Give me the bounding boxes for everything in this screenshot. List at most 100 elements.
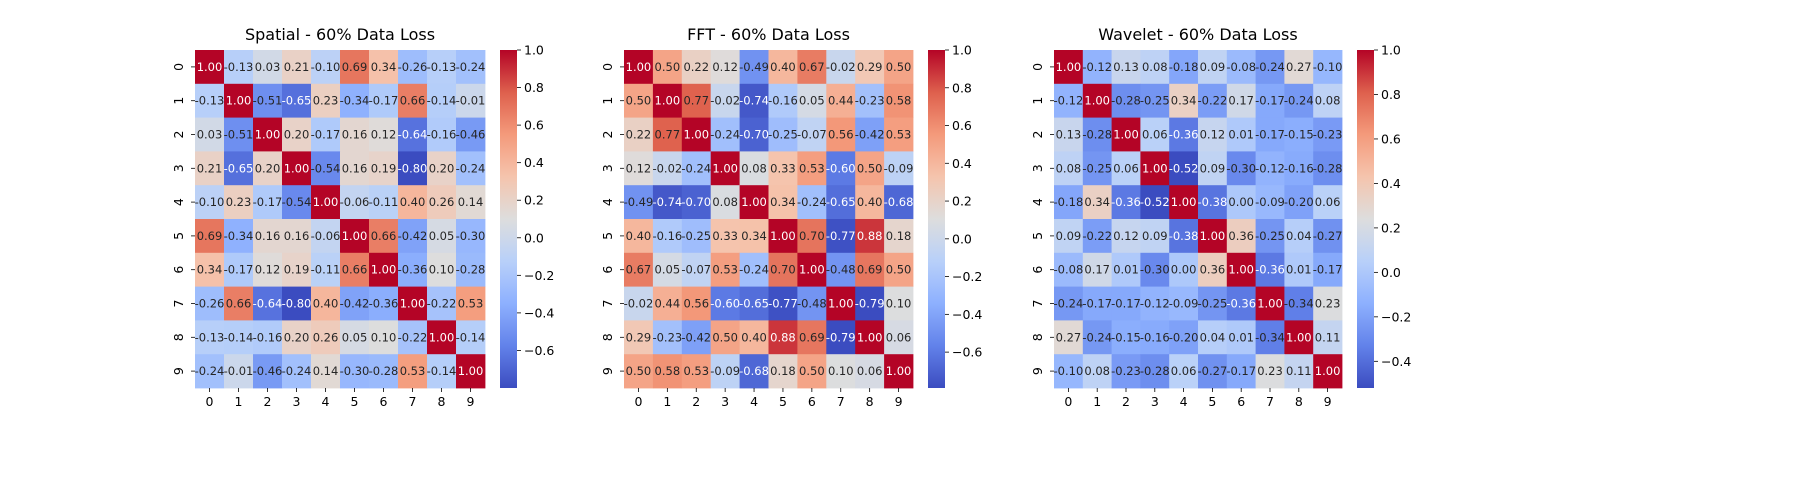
- cell-value-label: -0.22: [427, 297, 457, 311]
- cell-value-label: -0.42: [398, 229, 428, 243]
- colorbar-tick-label: 0.0: [1381, 265, 1401, 280]
- heatmap-cell: [340, 354, 370, 389]
- x-tick-label: 7: [837, 394, 845, 409]
- cell-value-label: 0.67: [626, 263, 652, 277]
- cell-value-label: 0.04: [1286, 229, 1312, 243]
- heatmap-cell: [1284, 252, 1314, 287]
- colorbar-tick-label: 0.0: [952, 231, 972, 246]
- cell-value-label: 0.40: [313, 297, 339, 311]
- heatmap-cell: [710, 286, 740, 321]
- cell-value-label: -0.80: [398, 161, 428, 175]
- heatmap-cell: [456, 83, 486, 118]
- heatmap-cell: [797, 185, 827, 220]
- heatmap-cell: [624, 50, 654, 85]
- cell-value-label: -0.49: [624, 195, 654, 209]
- heatmap-cell: [1169, 83, 1199, 118]
- heatmap-cell: [1054, 286, 1084, 321]
- y-tick-label: 7: [1030, 300, 1045, 308]
- heatmap-cell: [224, 252, 254, 287]
- y-tick-label: 8: [1030, 333, 1045, 341]
- cell-value-label: -0.09: [1255, 195, 1285, 209]
- cell-value-label: 1.00: [197, 60, 223, 74]
- heatmap-cell: [311, 185, 341, 220]
- cell-value-label: -0.14: [427, 94, 457, 108]
- heatmap-cell: [340, 252, 370, 287]
- cell-value-label: 0.08: [712, 195, 738, 209]
- heatmap-cell: [624, 320, 654, 355]
- heatmap-cell: [224, 185, 254, 220]
- heatmap-cell: [1284, 50, 1314, 85]
- cell-value-label: 1.00: [857, 330, 883, 344]
- cell-value-label: -0.13: [195, 94, 225, 108]
- heatmap-cell: [710, 185, 740, 220]
- heatmap-cell: [681, 252, 712, 287]
- heatmap-cell: [427, 219, 457, 254]
- cell-value-label: 1.00: [226, 94, 252, 108]
- cell-value-label: 1.00: [741, 195, 767, 209]
- cell-value-label: -0.34: [1255, 330, 1285, 344]
- cell-value-label: -0.23: [1313, 128, 1343, 142]
- heatmap-cell: [855, 219, 885, 254]
- heatmap-cell: [855, 320, 885, 355]
- heatmap-cell: [1226, 185, 1256, 220]
- heatmap-cell: [768, 151, 798, 186]
- cell-value-label: 1.00: [458, 364, 484, 378]
- cell-value-label: -0.28: [1313, 161, 1343, 175]
- colorbar-tick-label: 0.4: [952, 156, 972, 171]
- cell-value-label: -0.10: [1054, 364, 1084, 378]
- x-tick-label: 8: [866, 394, 874, 409]
- heatmap-cell: [369, 50, 399, 85]
- heatmap-cell: [1054, 151, 1084, 186]
- cell-value-label: -0.30: [1226, 161, 1256, 175]
- cell-value-label: -0.17: [1082, 297, 1112, 311]
- x-tick-label: 4: [750, 394, 758, 409]
- cell-value-label: 0.11: [1315, 330, 1341, 344]
- cell-value-label: -0.25: [681, 229, 711, 243]
- cell-value-label: 0.16: [342, 161, 368, 175]
- cell-value-label: -0.08: [1054, 263, 1084, 277]
- heatmap-cell: [340, 151, 370, 186]
- cell-value-label: 0.12: [1200, 128, 1226, 142]
- heatmap-cell: [1284, 151, 1314, 186]
- cell-value-label: -0.23: [1111, 364, 1141, 378]
- cell-value-label: 1.00: [683, 128, 709, 142]
- cell-value-label: 0.77: [683, 94, 709, 108]
- cell-value-label: 0.23: [1315, 297, 1341, 311]
- heatmap-cell: [739, 83, 769, 118]
- heatmap-cell: [253, 252, 283, 287]
- heatmap-cell: [369, 320, 399, 355]
- heatmap-cell: [1111, 354, 1141, 389]
- heatmap-cell: [884, 320, 914, 355]
- cell-value-label: -0.77: [826, 229, 856, 243]
- chart-title: FFT - 60% Data Loss: [687, 25, 850, 44]
- cell-value-label: 0.23: [226, 195, 252, 209]
- cell-value-label: -0.25: [1198, 297, 1228, 311]
- heatmap-cell: [195, 252, 225, 287]
- y-tick-label: 2: [1030, 131, 1045, 139]
- heatmap-cell: [1140, 252, 1170, 287]
- heatmap-cell: [340, 219, 370, 254]
- cell-value-label: 0.44: [655, 297, 681, 311]
- y-tick-label: 9: [1030, 367, 1045, 375]
- cell-value-label: 0.36: [1200, 263, 1226, 277]
- heatmap-cell: [398, 151, 428, 186]
- cell-value-label: 0.56: [683, 297, 709, 311]
- x-tick-label: 3: [721, 394, 729, 409]
- heatmap-cell: [369, 286, 399, 321]
- cell-value-label: 0.40: [400, 195, 426, 209]
- heatmap-cell: [456, 151, 486, 186]
- heatmap-cell: [1054, 219, 1084, 254]
- colorbar-tick-label: 0.6: [952, 118, 972, 133]
- x-tick-label: 5: [351, 394, 359, 409]
- cell-value-label: 0.16: [284, 229, 310, 243]
- x-tick-label: 0: [206, 394, 214, 409]
- heatmap-cell: [340, 83, 370, 118]
- heatmap-cell: [427, 151, 457, 186]
- colorbar-tick-label: −0.2: [952, 269, 982, 284]
- colorbar-tick-label: 1.0: [524, 43, 544, 58]
- heatmap-cell: [855, 354, 885, 389]
- x-tick-label: 9: [1324, 394, 1332, 409]
- cell-value-label: 0.70: [799, 229, 825, 243]
- cell-value-label: 0.34: [197, 263, 223, 277]
- heatmap-cell: [282, 219, 312, 254]
